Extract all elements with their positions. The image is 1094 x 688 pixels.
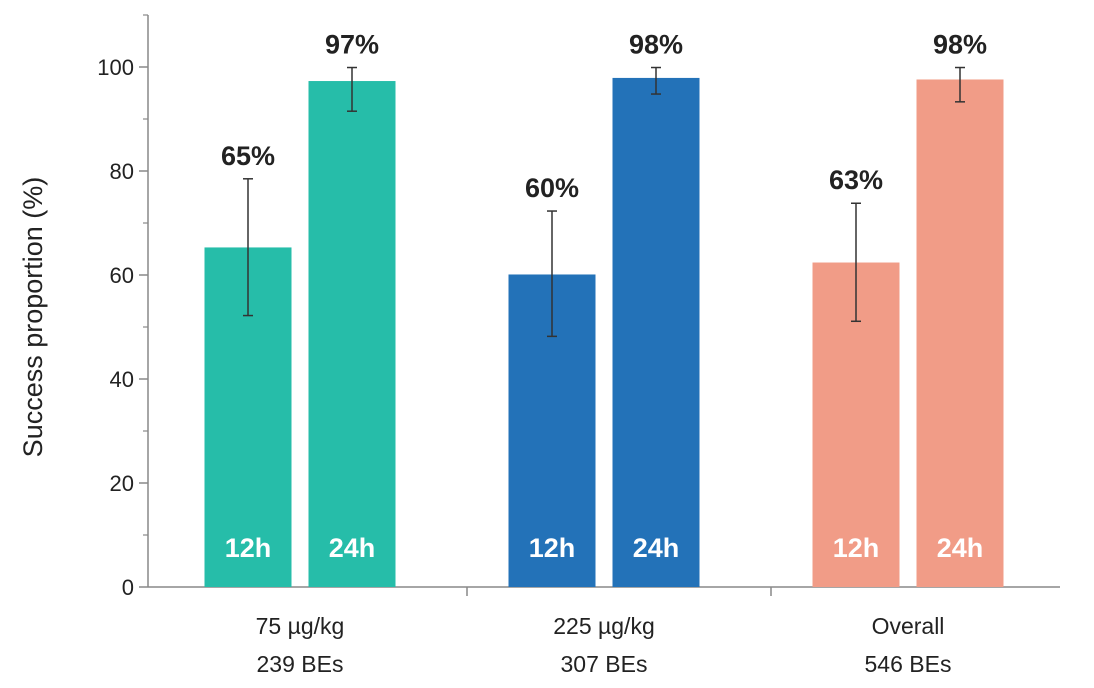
bar [916,79,1004,587]
bars [204,66,1004,588]
x-category-sublabel: 307 BEs [561,651,648,677]
y-tick-label: 0 [122,575,134,600]
bar [612,77,700,588]
bar-series-label: 12h [225,533,272,563]
data-label: 60% [525,173,579,203]
bar-series-label: 12h [833,533,880,563]
data-label: 98% [933,30,987,60]
data-label: 65% [221,141,275,171]
x-category-label: 225 µg/kg [553,613,655,639]
labels: 65% 12h 97% 24h 75 µg/kg 239 BEs 60% 12h 98% 24h 2… [221,30,987,677]
bar-series-label: 12h [529,533,576,563]
axes: 0 20 40 60 80 100 [97,14,1060,600]
y-axis-title: Success proportion (%) [18,177,48,458]
data-label: 63% [829,165,883,195]
bar [308,81,396,587]
bar-series-label: 24h [633,533,680,563]
data-label: 97% [325,30,379,60]
bar-series-label: 24h [329,533,376,563]
data-label: 98% [629,30,683,60]
x-category-label: Overall [872,613,945,639]
y-tick-label: 100 [97,55,134,80]
y-tick-label: 80 [110,159,134,184]
bar-series-label: 24h [937,533,984,563]
x-category-sublabel: 239 BEs [257,651,344,677]
y-tick-label: 20 [110,471,134,496]
y-tick-label: 60 [110,263,134,288]
x-category-sublabel: 546 BEs [865,651,952,677]
y-tick-label: 40 [110,367,134,392]
x-category-label: 75 µg/kg [256,613,345,639]
